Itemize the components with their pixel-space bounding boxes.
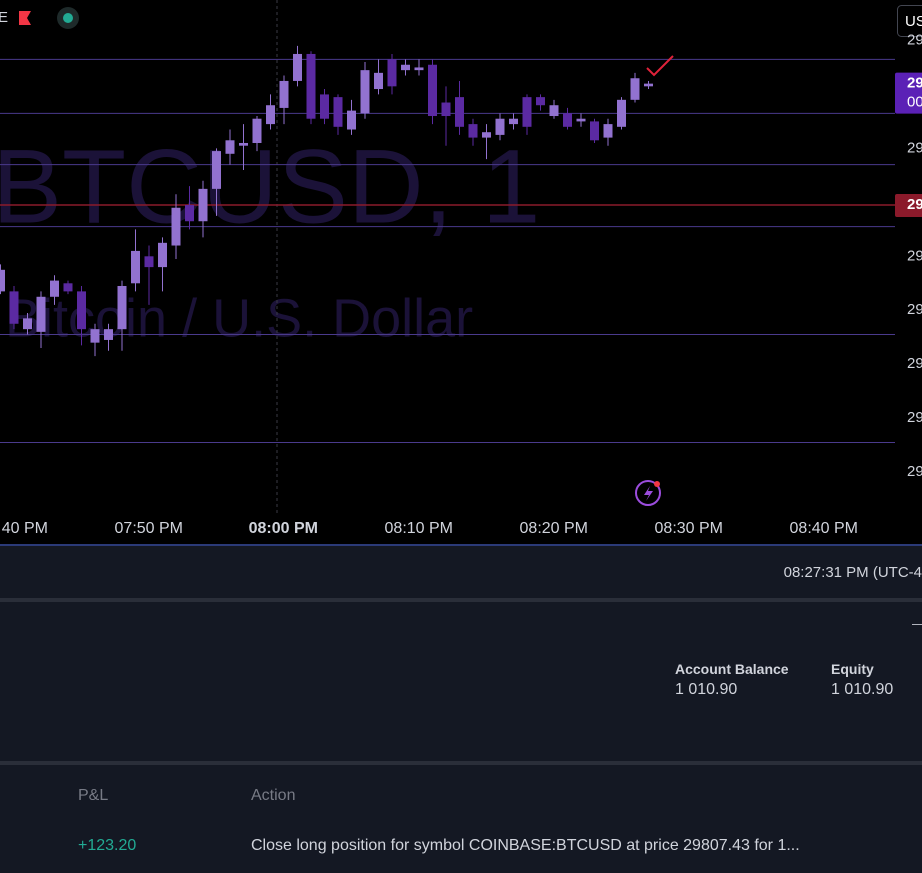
candle-body (36, 296, 46, 332)
candle-body (50, 280, 59, 297)
y-tick-label: 29 (907, 463, 922, 480)
candle-body (482, 132, 491, 138)
x-tick-label: 08:00 PM (249, 520, 318, 537)
x-tick-label: 40 PM (2, 520, 48, 537)
candle-body (252, 118, 262, 143)
candle-body (212, 151, 221, 189)
candle-body (266, 105, 275, 125)
candle-body (414, 67, 424, 71)
equity-label: Equity (831, 661, 874, 677)
x-tick-label: 08:40 PM (790, 520, 858, 537)
price-marker (895, 72, 922, 114)
balance-value: 1 010.90 (675, 681, 738, 698)
balance-label: Account Balance (675, 661, 789, 677)
candle-body (617, 99, 626, 127)
table-header: P&L (78, 787, 109, 804)
currency-button-label: US (905, 13, 922, 30)
y-tick-label: 29 (907, 409, 922, 426)
candle-body (455, 97, 464, 127)
price-marker (895, 194, 922, 218)
check-drawing (646, 55, 674, 77)
candle-body (360, 70, 370, 114)
candle-body (77, 291, 86, 330)
equity-value: 1 010.90 (831, 681, 894, 698)
x-tick-label: 08:10 PM (385, 520, 453, 537)
plot (0, 45, 895, 443)
y-tick-label: 29 (907, 31, 922, 48)
candle-body (144, 256, 154, 268)
candle-body (603, 124, 613, 138)
candle-body (306, 53, 316, 119)
candle-body (131, 250, 140, 284)
alert-dot (654, 481, 660, 487)
candle-body (63, 283, 73, 292)
candle-body (320, 94, 329, 119)
price-marker-label: 29 (907, 196, 922, 213)
clock: 08:27:31 PM (UTC-4 (783, 564, 922, 581)
separator (0, 598, 922, 602)
chart-background (0, 0, 922, 546)
alert-bolt (644, 486, 653, 501)
candle-body (536, 97, 545, 106)
x-tick-label: 08:20 PM (520, 520, 588, 537)
candle-body (0, 269, 5, 292)
candle-body (428, 64, 437, 117)
minimize-button[interactable] (912, 624, 922, 625)
separator (0, 761, 922, 765)
candle-body (225, 140, 235, 154)
currency-button[interactable] (897, 5, 922, 37)
status-dot (63, 13, 73, 23)
candle-body (549, 105, 559, 117)
candle-body (576, 118, 586, 122)
candle-body (387, 59, 397, 87)
candle-body (185, 205, 194, 222)
candle-body (441, 102, 451, 117)
candle-body (401, 64, 410, 71)
candle-body (293, 53, 302, 81)
candle-body (333, 97, 343, 127)
candle-body (509, 118, 518, 125)
candle-body (630, 78, 640, 100)
candle-body (279, 80, 289, 108)
action-cell: Close long position for symbol COINBASE:… (251, 837, 800, 854)
candle-body (117, 285, 127, 330)
candle-body (495, 118, 505, 135)
price-marker-label: 29 (907, 75, 922, 92)
y-tick-label: 29 (907, 139, 922, 156)
candle-body (90, 329, 100, 343)
y-tick-label: 29 (907, 355, 922, 372)
table-header: Action (251, 787, 296, 804)
watermark-symbol: BTCUSD, 1 (0, 129, 540, 246)
candle-body (9, 291, 19, 324)
bottom-panel: 08:27:31 PM (UTC-4 Account Balance 1 010… (0, 546, 922, 873)
chart: BTCUSD, 1 Bitcoin / U.S. Dollar E US 29 2… (0, 0, 922, 546)
candle-body (239, 142, 248, 146)
y-tick-label: 29 (907, 247, 922, 264)
x-tick-label: 08:30 PM (655, 520, 723, 537)
price-marker-sublabel: 00 (907, 94, 922, 111)
candle-body (158, 242, 167, 268)
candle-body (644, 83, 653, 87)
candle-body (563, 113, 572, 127)
flag-icon[interactable] (19, 11, 31, 25)
candle-body (23, 318, 32, 330)
y-tick-label: 29 (907, 301, 922, 318)
candle-body (468, 124, 478, 138)
candle-body (522, 97, 532, 127)
candle-body (104, 329, 113, 340)
candle-body (198, 188, 208, 222)
pnl-cell: +123.20 (78, 837, 137, 854)
watermark-description: Bitcoin / U.S. Dollar (5, 288, 473, 348)
x-tick-label: 07:50 PM (115, 520, 183, 537)
candle-body (374, 72, 383, 90)
candle-body (347, 110, 356, 130)
candle-body (590, 121, 599, 141)
toolbar-text: E (0, 9, 8, 26)
alert-icon[interactable] (635, 480, 661, 506)
candle-body (171, 207, 181, 246)
